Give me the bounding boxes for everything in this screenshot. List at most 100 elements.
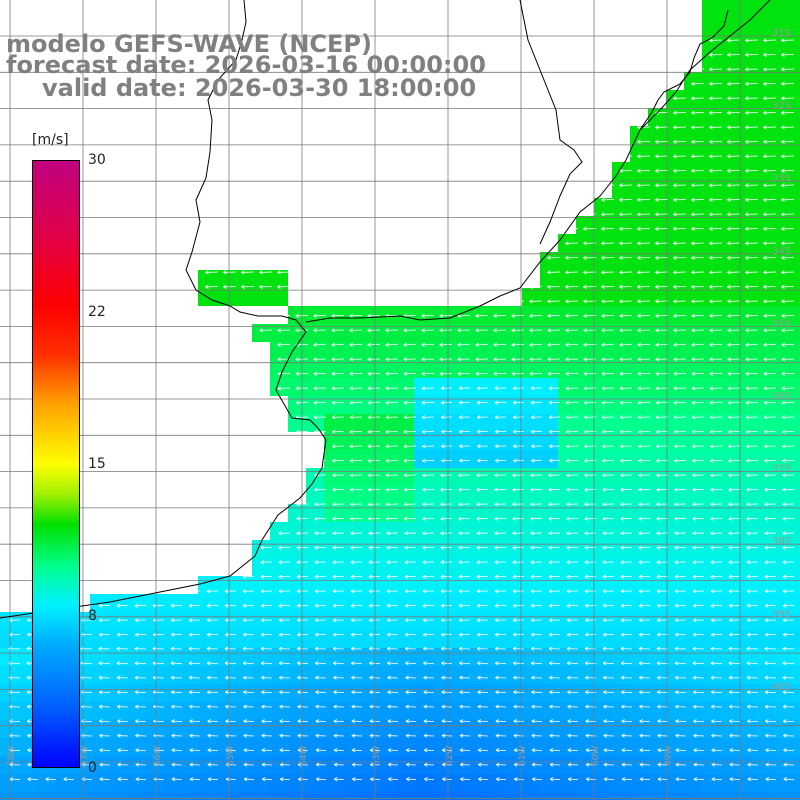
wind-arrow [601,357,615,362]
wind-arrow [530,516,543,521]
wind-arrow [421,415,435,420]
wind-speed-cell [198,666,216,684]
wind-arrow [763,284,777,289]
wind-speed-cell [666,198,684,216]
wind-arrow [655,125,669,130]
wind-speed-cell [684,468,702,486]
wind-speed-cell [504,666,522,684]
wind-arrow [745,284,759,289]
wind-speed-cell [360,432,378,450]
wind-arrow [421,429,435,434]
wind-speed-cell [720,108,738,126]
wind-arrow [637,226,651,231]
wind-speed-cell [612,540,630,558]
wind-speed-cell [18,666,36,684]
wind-arrow [745,415,759,420]
wind-speed-cell [756,594,774,612]
wind-speed-cell [36,774,54,792]
wind-arrow [476,400,489,405]
wind-speed-cell [306,756,324,774]
wind-arrow [727,270,741,275]
wind-speed-cell [738,126,756,144]
wind-speed-cell [450,630,468,648]
wind-arrow [241,284,255,289]
wind-speed-cell [774,450,792,468]
wind-speed-cell [360,468,378,486]
wind-arrow [367,487,381,492]
wind-speed-cell [774,486,792,504]
wind-arrow [511,357,525,362]
wind-arrow [764,487,777,492]
wind-speed-cell [738,666,756,684]
wind-speed-cell [522,504,540,522]
wind-speed-cell [684,540,702,558]
wind-arrow [691,313,705,318]
wind-speed-cell [612,504,630,522]
wind-speed-cell [702,774,720,792]
wind-speed-cell [342,414,360,432]
wind-arrow [493,357,507,362]
wind-arrow [691,212,705,217]
wind-speed-cell [270,378,288,396]
wind-arrow [331,400,345,405]
wind-speed-cell [414,630,432,648]
wind-speed-cell [378,504,396,522]
wind-arrow [673,125,687,130]
wind-arrow [727,284,741,289]
wind-speed-cell [234,738,252,756]
wind-speed-cell [306,396,324,414]
wind-arrow [421,371,435,376]
wind-arrow [278,531,291,536]
wind-arrow [548,502,561,507]
wind-arrow [530,386,543,391]
wind-speed-cell [324,486,342,504]
wind-speed-cell [576,720,594,738]
wind-arrow [565,342,579,347]
wind-arrow [673,342,687,347]
wind-speed-cell [522,738,540,756]
wind-speed-cell [198,684,216,702]
wind-speed-cell [684,108,702,126]
wind-arrow [692,458,705,463]
wind-speed-cell [234,756,252,774]
wind-arrow [727,342,741,347]
wind-arrow [692,444,705,449]
wind-arrow [349,444,363,449]
wind-arrow [422,487,435,492]
wind-speed-cell [540,774,558,792]
wind-arrow [601,415,615,420]
wind-speed-cell [648,180,666,198]
wind-speed-cell [558,684,576,702]
wind-speed-cell [432,666,450,684]
wind-speed-cell [144,630,162,648]
wind-speed-cell [558,378,576,396]
wind-speed-cell [792,54,800,72]
wind-arrow [331,328,345,333]
wind-arrow [332,458,345,463]
wind-arrow [439,328,453,333]
wind-speed-cell [450,702,468,720]
wind-speed-cell [324,432,342,450]
wind-speed-cell [720,486,738,504]
wind-arrow [403,415,417,420]
wind-speed-cell [540,504,558,522]
wind-arrow [332,516,345,521]
wind-arrow [745,212,759,217]
wind-speed-cell [144,702,162,720]
wind-speed-cell [720,450,738,468]
wind-speed-cell [648,432,666,450]
wind-speed-cell [666,126,684,144]
wind-speed-cell [684,180,702,198]
wind-arrow [494,415,507,420]
wind-speed-cell [486,324,504,342]
wind-speed-cell [540,594,558,612]
wind-speed-cell [216,792,234,800]
wind-speed-cell [342,342,360,360]
wind-arrow [691,226,705,231]
wind-arrow [728,458,741,463]
wind-speed-cell [540,252,558,270]
wind-arrow [495,458,507,463]
wind-arrow [727,183,741,188]
wind-speed-cell [432,432,450,450]
wind-speed-cell [594,630,612,648]
